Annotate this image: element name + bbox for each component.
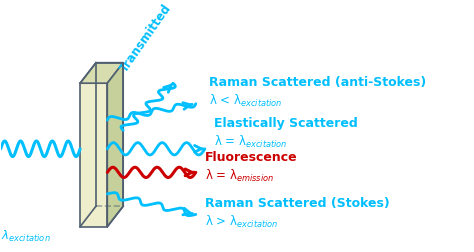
Polygon shape [80, 84, 107, 227]
Text: Elastically Scattered: Elastically Scattered [214, 116, 358, 129]
Text: λ > λ$_{excitation}$: λ > λ$_{excitation}$ [205, 213, 278, 229]
Text: Raman Scattered (anti-Stokes): Raman Scattered (anti-Stokes) [210, 75, 427, 88]
Text: $\lambda_{excitation}$: $\lambda_{excitation}$ [0, 228, 50, 243]
Polygon shape [80, 64, 123, 84]
Text: λ = λ$_{emission}$: λ = λ$_{emission}$ [205, 168, 274, 184]
Text: λ = λ$_{excitation}$: λ = λ$_{excitation}$ [214, 133, 288, 149]
Polygon shape [107, 64, 123, 227]
Text: Fluorescence: Fluorescence [205, 151, 298, 164]
Text: λ < λ$_{excitation}$: λ < λ$_{excitation}$ [210, 92, 283, 108]
Text: Transmitted: Transmitted [118, 2, 174, 75]
Text: Raman Scattered (Stokes): Raman Scattered (Stokes) [205, 196, 390, 209]
